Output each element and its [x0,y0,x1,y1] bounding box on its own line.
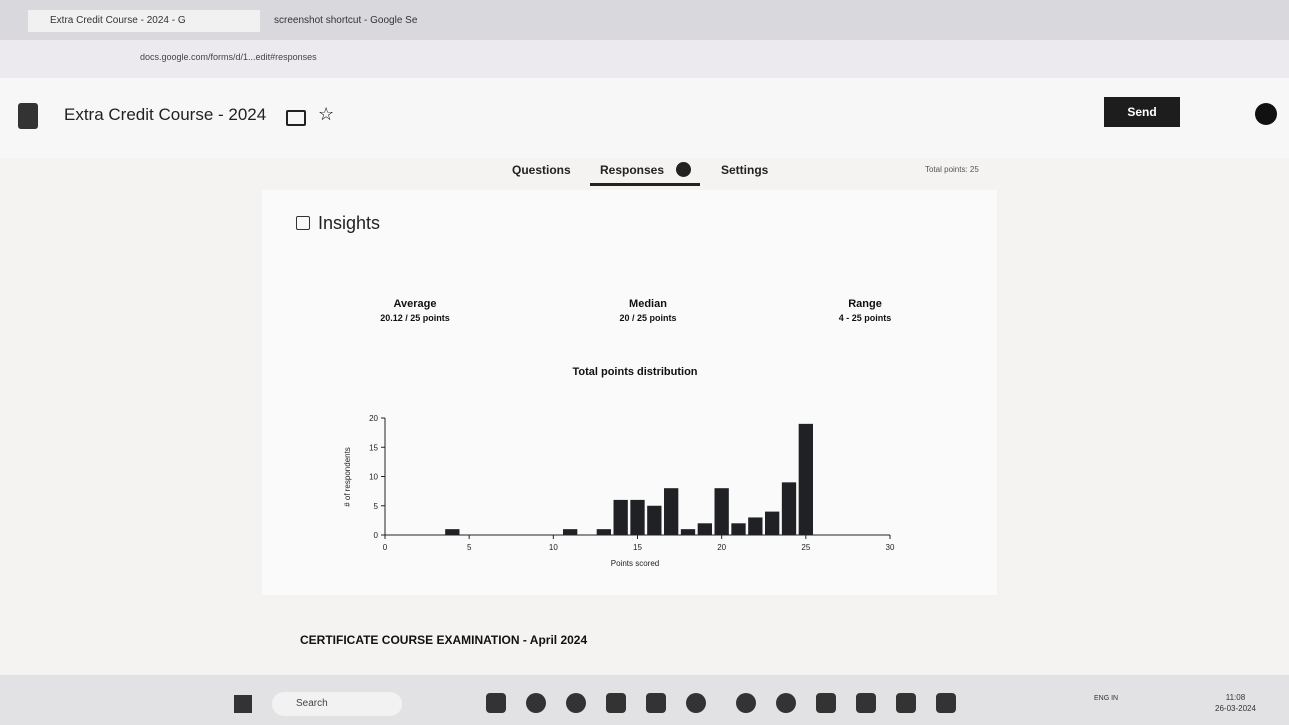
section-title: CERTIFICATE COURSE EXAMINATION - April 2… [300,633,587,647]
bar [799,424,813,535]
nav-tab[interactable]: Settings [721,163,768,177]
app-icon[interactable] [776,693,796,713]
y-tick-label: 5 [374,502,379,511]
x-tick-label: 10 [549,543,558,552]
bar [698,523,712,535]
bar [647,506,661,535]
bar [664,488,678,535]
y-tick-label: 0 [374,531,379,540]
x-tick-label: 15 [633,543,642,552]
bar [563,529,577,535]
url[interactable]: docs.google.com/forms/d/1...edit#respons… [140,52,317,62]
stat-label: Range [795,298,935,310]
x-tick-label: 30 [886,543,895,552]
stat-label: Average [345,298,485,310]
browser-tab[interactable]: Extra Credit Course - 2024 - G [28,10,260,32]
chart-title: Total points distribution [572,366,697,378]
browser-tab[interactable]: screenshot shortcut - Google Se [252,10,494,32]
bar [630,500,644,535]
stat-label: Median [578,298,718,310]
search-box[interactable]: Search [272,692,402,716]
bar [765,512,779,535]
app-icon[interactable] [736,693,756,713]
app-icon[interactable] [606,693,626,713]
start-button[interactable] [234,695,252,713]
app-icon[interactable] [646,693,666,713]
bar [748,517,762,535]
y-tick-label: 10 [369,473,378,482]
folder-icon[interactable] [286,110,306,126]
stat: Average 20.12 / 25 points [345,298,485,323]
bar [782,482,796,535]
stat: Range 4 - 25 points [795,298,935,323]
language[interactable]: ENG IN [1094,694,1120,703]
send-button[interactable]: Send [1104,97,1180,127]
chart: Total points distribution Points scored … [330,360,910,575]
insights-icon [296,216,310,230]
stat: Median 20 / 25 points [578,298,718,323]
forms-logo[interactable] [18,103,38,129]
bar [715,488,729,535]
bar [597,529,611,535]
time: 11:08 [1215,692,1256,703]
screen: Extra Credit Course - 2024 - G screensho… [0,0,1289,725]
bar [731,523,745,535]
nav-tab[interactable]: Responses [600,163,664,177]
form-title[interactable]: Extra Credit Course - 2024 [64,105,266,125]
stat-value: 4 - 25 points [795,313,935,323]
app-icon[interactable] [856,693,876,713]
app-icon[interactable] [896,693,916,713]
bar [681,529,695,535]
stat-value: 20.12 / 25 points [345,313,485,323]
badge [676,162,691,177]
stat-value: 20 / 25 points [578,313,718,323]
total-points: Total points: 25 [925,165,979,174]
y-tick-label: 15 [369,443,378,452]
nav-tab[interactable]: Questions [512,163,571,177]
x-axis-label: Points scored [611,559,659,568]
star-icon[interactable]: ☆ [318,104,334,125]
bar [445,529,459,535]
x-tick-label: 25 [801,543,810,552]
avatar[interactable] [1255,103,1277,125]
app-icon[interactable] [936,693,956,713]
y-axis-label: # of respondents [343,447,352,507]
app-icon[interactable] [486,693,506,713]
app-icon[interactable] [566,693,586,713]
x-tick-label: 20 [717,543,726,552]
app-icon[interactable] [526,693,546,713]
y-tick-label: 20 [369,414,378,423]
x-tick-label: 0 [383,543,388,552]
date: 26-03-2024 [1215,703,1256,714]
app-icon[interactable] [686,693,706,713]
x-tick-label: 5 [467,543,472,552]
bar [614,500,628,535]
app-icon[interactable] [816,693,836,713]
insights-title: Insights [318,213,380,234]
active-underline [590,183,700,186]
